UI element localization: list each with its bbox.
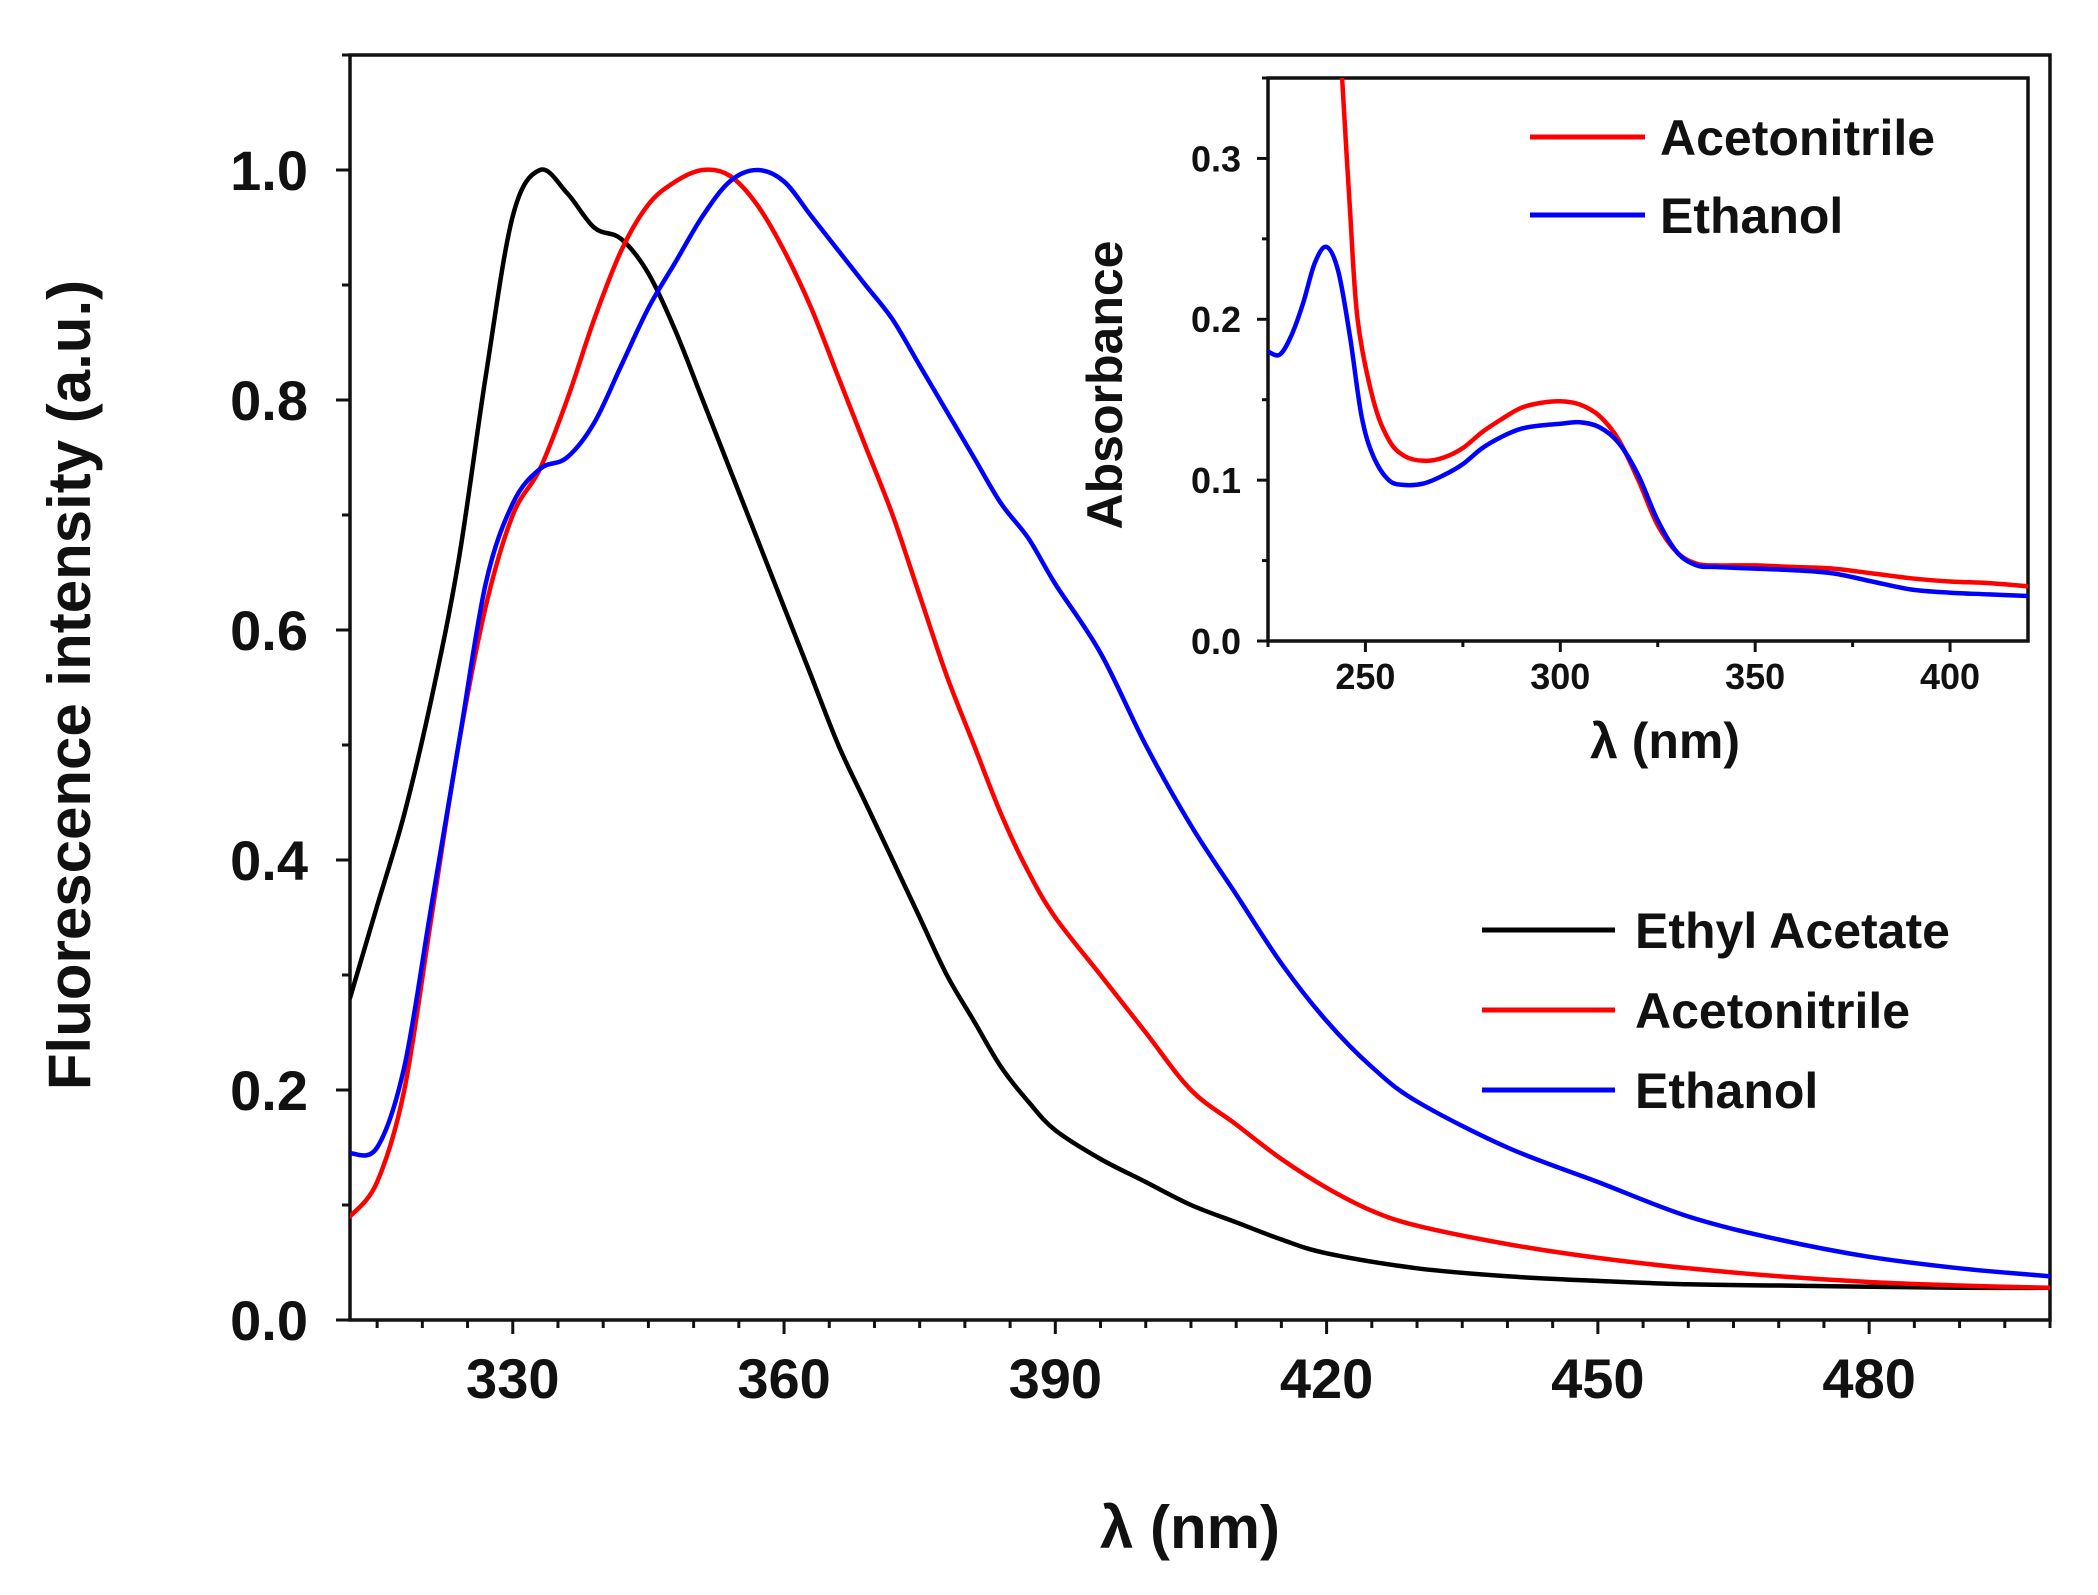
main-y-tick-label: 0.4 <box>230 829 308 892</box>
inset-y-axis-label: Absorbance <box>1077 241 1133 530</box>
inset-series-ethanol <box>1268 244 2028 599</box>
main-x-axis-label: λ (nm) <box>1100 1494 1280 1561</box>
main-legend: Ethyl Acetate Acetonitrile Ethanol <box>1482 903 1950 1119</box>
inset-x-tick-label: 350 <box>1725 656 1785 697</box>
inset-x-tick-label: 250 <box>1335 656 1395 697</box>
main-y-tick-label: 0.0 <box>230 1289 308 1352</box>
main-ticks: 330 360 390 420 450 480 0.0 0.2 0.4 0.6 0.8 1.0 <box>230 53 2052 1410</box>
inset-y-tick-label: 0.3 <box>1191 138 1241 179</box>
inset-legend-label-ethanol: Ethanol <box>1660 188 1843 244</box>
main-curves <box>350 167 2050 1291</box>
inset-x-tick-label: 400 <box>1920 656 1980 697</box>
inset-y-tick-label: 0.0 <box>1191 621 1241 662</box>
inset-legend-label-acetonitrile: Acetonitrile <box>1660 110 1935 166</box>
inset-x-tick-label: 300 <box>1530 656 1590 697</box>
inset-ticks: 250 300 350 400 0.0 0.1 0.2 0.3 <box>1191 76 1980 697</box>
main-legend-label-ethyl-acetate: Ethyl Acetate <box>1635 903 1950 959</box>
inset-x-axis-label: λ (nm) <box>1590 713 1740 769</box>
main-x-tick-label: 420 <box>1280 1347 1373 1410</box>
main-x-tick-label: 390 <box>1009 1347 1102 1410</box>
main-series-ethanol <box>350 167 2050 1279</box>
main-legend-label-ethanol: Ethanol <box>1635 1063 1818 1119</box>
main-y-tick-label: 1.0 <box>230 139 308 202</box>
main-y-tick-label: 0.8 <box>230 369 308 432</box>
inset-series-acetonitrile <box>1339 78 2028 589</box>
inset-chart: 250 300 350 400 0.0 0.1 0.2 0.3 Absorbance λ (n… <box>1077 72 2036 769</box>
inset-curves <box>1268 78 2028 599</box>
main-x-tick-label: 480 <box>1822 1347 1915 1410</box>
inset-y-tick-label: 0.1 <box>1191 460 1241 501</box>
inset-background <box>1260 72 2036 642</box>
main-x-tick-label: 330 <box>466 1347 559 1410</box>
main-series-ethyl-acetate <box>350 167 2050 1291</box>
main-y-tick-label: 0.2 <box>230 1059 308 1122</box>
inset-plot-frame <box>1266 76 2030 643</box>
inset-legend: Acetonitrile Ethanol <box>1530 110 1935 244</box>
main-y-tick-label: 0.6 <box>230 599 308 662</box>
main-series-acetonitrile <box>350 167 2050 1291</box>
main-chart: 330 360 390 420 450 480 0.0 0.2 0.4 0.6 0.8 1.0 Flu… <box>36 53 2052 1561</box>
main-x-tick-label: 360 <box>737 1347 830 1410</box>
main-x-tick-label: 450 <box>1551 1347 1644 1410</box>
inset-y-tick-label: 0.2 <box>1191 299 1241 340</box>
main-plot-frame <box>348 53 2052 1322</box>
main-y-axis-label: Fluorescence intensity (a.u.) <box>36 280 103 1090</box>
main-legend-label-acetonitrile: Acetonitrile <box>1635 983 1910 1039</box>
